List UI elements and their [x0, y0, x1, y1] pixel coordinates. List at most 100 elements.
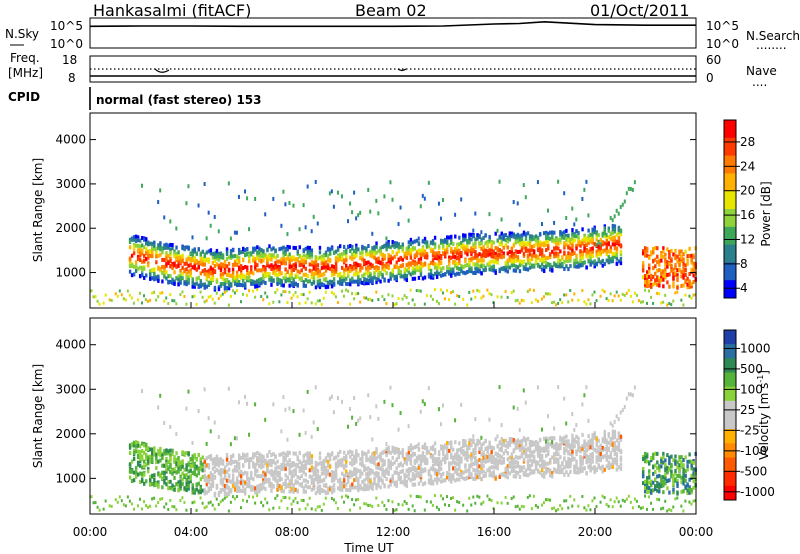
- velocity-cell: [221, 481, 225, 486]
- velocity-cell: [199, 490, 202, 495]
- power-cell: [114, 292, 117, 296]
- power-cell: [468, 232, 471, 237]
- power-cell: [377, 272, 380, 277]
- velocity-cell: [276, 483, 279, 488]
- power-cell: [652, 258, 655, 263]
- power-cell: [272, 246, 275, 251]
- power-cell: [553, 251, 556, 256]
- velocity-cell: [250, 472, 253, 477]
- velocity-cell: [326, 452, 330, 457]
- velocity-cell: [264, 474, 267, 479]
- power-cell: [516, 250, 520, 255]
- power-cell: [270, 266, 273, 271]
- power-cell: [536, 239, 540, 244]
- velocity-cell: [276, 470, 279, 475]
- power-cell: [254, 261, 257, 266]
- velocity-cell: [205, 505, 208, 509]
- velocity-cell: [458, 466, 461, 471]
- power-cell: [441, 272, 445, 277]
- power-cell: [528, 265, 532, 270]
- velocity-cell: [433, 459, 437, 464]
- velocity-cell: [437, 477, 441, 482]
- power-cell: [332, 292, 335, 296]
- power-cell: [508, 250, 512, 255]
- power-cell: [244, 284, 247, 289]
- power-cell: [134, 260, 138, 265]
- power-cell: [553, 220, 556, 225]
- velocity-cell: [314, 491, 318, 496]
- power-cell: [262, 275, 265, 280]
- power-cell: [686, 276, 689, 281]
- power-cell: [652, 266, 655, 271]
- power-cell: [526, 241, 530, 246]
- velocity-cell: [448, 464, 451, 469]
- velocity-cell: [399, 461, 402, 466]
- power-cell: [656, 260, 659, 265]
- velocity-cell: [375, 450, 378, 455]
- power-cell: [187, 257, 190, 262]
- power-cell: [397, 245, 400, 250]
- power-cell: [540, 258, 544, 263]
- velocity-cell: [272, 506, 275, 510]
- velocity-cell: [197, 481, 200, 486]
- power-cell: [248, 278, 251, 283]
- power-cell: [522, 253, 526, 258]
- velocity-cell: [138, 456, 142, 461]
- power-cell: [456, 245, 459, 250]
- velocity-cell: [151, 451, 154, 456]
- power-cell: [427, 244, 431, 249]
- power-cell: [545, 263, 548, 268]
- power-cell: [506, 251, 510, 256]
- power-cell: [393, 254, 396, 259]
- power-cell: [132, 237, 136, 242]
- velocity-cell: [167, 449, 170, 454]
- velocity-cell: [143, 500, 146, 504]
- power-cell: [466, 240, 469, 245]
- power-cell: [437, 262, 441, 267]
- power-cell: [417, 241, 421, 246]
- velocity-cell: [322, 477, 326, 482]
- power-cell: [326, 284, 330, 289]
- power-cell: [336, 247, 340, 252]
- velocity-cell: [227, 386, 230, 391]
- power-cell: [157, 246, 160, 251]
- velocity-cell: [310, 468, 314, 473]
- power-cell: [648, 269, 651, 274]
- power-cell: [530, 247, 534, 252]
- power-cell: [664, 252, 667, 257]
- velocity-cell: [316, 485, 320, 490]
- power-cell: [284, 290, 287, 294]
- velocity-cell: [286, 475, 289, 480]
- power-cell: [682, 275, 685, 280]
- velocity-cell: [395, 457, 398, 462]
- power-cell: [514, 254, 518, 259]
- velocity-cell: [435, 475, 439, 480]
- power-cell: [589, 247, 592, 252]
- power-cell: [375, 244, 378, 249]
- power-cell: [183, 280, 186, 285]
- power-cell: [615, 248, 619, 253]
- power-cell: [549, 254, 552, 259]
- power-cell: [591, 227, 594, 232]
- velocity-cell: [136, 449, 140, 454]
- velocity-cell: [165, 502, 168, 506]
- power-cell: [446, 239, 449, 244]
- velocity-cell: [239, 472, 243, 477]
- power-cell: [553, 230, 556, 235]
- power-cell: [549, 265, 552, 270]
- power-cell: [423, 261, 427, 266]
- velocity-cell: [268, 483, 271, 488]
- power-cell: [379, 249, 382, 254]
- power-cell: [660, 301, 663, 305]
- power-cell: [138, 265, 142, 270]
- power-cell: [219, 274, 223, 279]
- power-cell: [551, 265, 554, 270]
- velocity-cell: [161, 470, 164, 475]
- power-cell: [611, 259, 615, 264]
- power-cell: [549, 252, 552, 257]
- power-cell: [213, 270, 217, 275]
- velocity-cell: [399, 469, 402, 474]
- velocity-cell: [223, 484, 227, 489]
- power-cell: [518, 249, 522, 254]
- power-cell: [555, 238, 558, 243]
